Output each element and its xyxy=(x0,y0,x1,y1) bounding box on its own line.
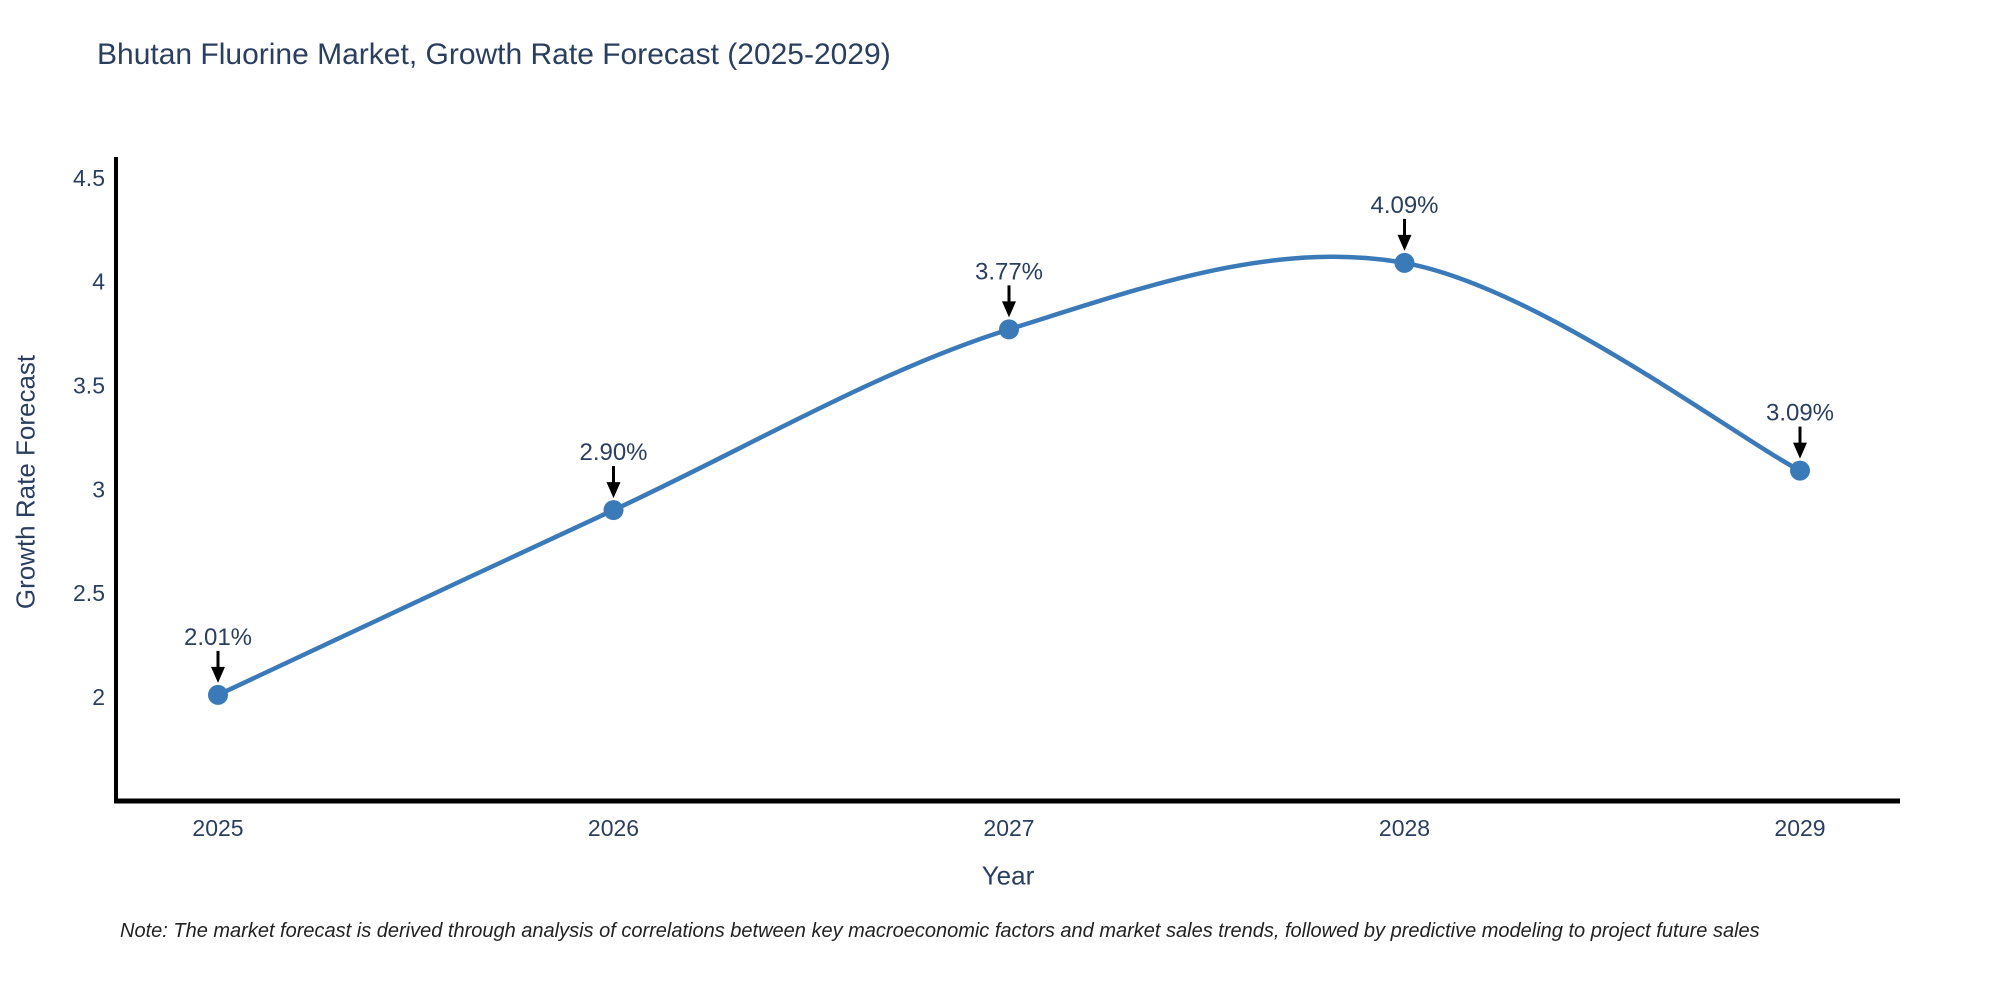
x-tick-label: 2026 xyxy=(588,815,639,841)
annotation-arrow-head xyxy=(1397,234,1412,251)
x-tick-label: 2029 xyxy=(1774,815,1825,841)
annotation-arrow-head xyxy=(1002,301,1016,318)
annotation-label: 3.77% xyxy=(975,258,1043,285)
chart-title: Bhutan Fluorine Market, Growth Rate Fore… xyxy=(97,38,891,71)
annotation-label: 2.01% xyxy=(184,624,252,651)
x-axis-title: Year xyxy=(981,860,1035,891)
data-point-marker xyxy=(1394,252,1415,273)
data-point-marker xyxy=(999,319,1019,340)
annotation-label: 3.09% xyxy=(1766,400,1834,427)
y-tick-label: 3 xyxy=(92,476,105,502)
note-text: Note: The market forecast is derived thr… xyxy=(120,920,1760,942)
x-tick-label: 2025 xyxy=(192,815,243,841)
annotation-arrow-head xyxy=(1793,442,1807,459)
y-tick-label: 2 xyxy=(92,684,105,710)
annotation-arrow-head xyxy=(211,666,225,683)
annotation-label: 2.90% xyxy=(579,439,647,466)
annotation-label: 4.09% xyxy=(1370,192,1438,219)
data-point-marker xyxy=(1790,460,1810,481)
data-point-marker xyxy=(208,684,228,705)
y-tick-label: 4 xyxy=(92,269,105,295)
annotation-arrow-head xyxy=(606,482,621,499)
y-tick-label: 4.5 xyxy=(73,165,105,191)
x-tick-label: 2028 xyxy=(1379,815,1430,841)
y-tick-label: 2.5 xyxy=(73,580,105,606)
x-tick-label: 2027 xyxy=(983,815,1034,841)
y-tick-label: 3.5 xyxy=(73,372,105,398)
data-point-marker xyxy=(603,500,624,521)
